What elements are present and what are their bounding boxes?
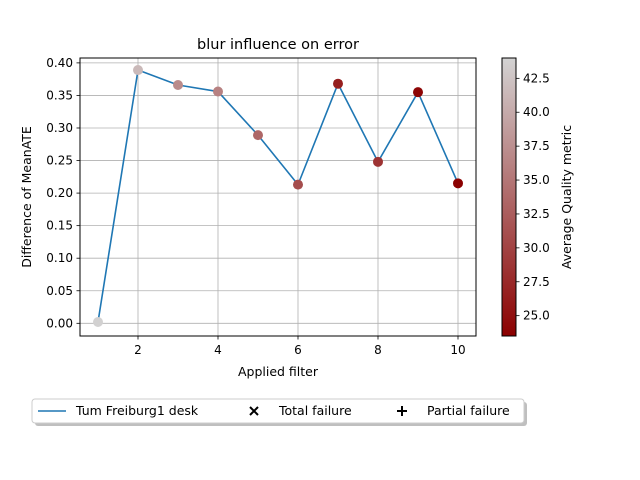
data-point bbox=[133, 65, 143, 76]
colorbar-tick-label: 42.5 bbox=[523, 71, 550, 85]
data-point bbox=[293, 179, 303, 190]
series-line bbox=[97, 69, 459, 323]
legend-entry-total-failure: Total failure bbox=[278, 403, 352, 418]
legend: Tum Freiburg1 desk Total failure Partial… bbox=[31, 398, 527, 426]
y-tick-label: 0.40 bbox=[46, 56, 73, 70]
x-tick-label: 10 bbox=[450, 343, 465, 357]
x-tick-label: 8 bbox=[374, 343, 382, 357]
colorbar-label: Average Quality metric bbox=[559, 125, 574, 269]
colorbar-tick-label: 32.5 bbox=[523, 207, 550, 221]
y-tick-label: 0.10 bbox=[46, 251, 73, 265]
legend-x-marker bbox=[249, 406, 259, 416]
x-tick-label: 4 bbox=[214, 343, 222, 357]
colorbar-tick-label: 25.0 bbox=[523, 309, 550, 323]
colorbar-tick-label: 37.5 bbox=[523, 139, 550, 153]
y-axis-label: Difference of MeanATE bbox=[19, 126, 34, 268]
data-point bbox=[413, 87, 423, 98]
legend-entry-series: Tum Freiburg1 desk bbox=[75, 403, 199, 418]
colorbar: 25.0 27.5 30.0 32.5 35.0 37.5 40.0 42.5 Average… bbox=[501, 57, 574, 337]
y-tick-label: 0.05 bbox=[46, 284, 73, 298]
x-tick-label: 6 bbox=[294, 343, 302, 357]
data-point bbox=[173, 80, 183, 91]
legend-entry-partial-failure: Partial failure bbox=[427, 403, 510, 418]
y-tick-label: 0.35 bbox=[46, 88, 73, 102]
plot-area: 2 4 6 8 10 0.000.050.100.150.200.250.300.350… bbox=[46, 56, 477, 357]
data-points bbox=[93, 65, 463, 328]
y-tick-label: 0.00 bbox=[46, 316, 73, 330]
data-point bbox=[253, 130, 263, 141]
data-point bbox=[333, 78, 343, 89]
x-tick-label: 2 bbox=[134, 343, 142, 357]
x-axis-label: Applied filter bbox=[238, 364, 319, 379]
colorbar-tick-label: 27.5 bbox=[523, 275, 550, 289]
y-tick-label: 0.30 bbox=[46, 121, 73, 135]
colorbar-tick-label: 35.0 bbox=[523, 173, 550, 187]
data-point bbox=[453, 178, 463, 189]
data-point bbox=[213, 86, 223, 97]
y-tick-label: 0.15 bbox=[46, 219, 73, 233]
x-axis-ticks: 2 4 6 8 10 bbox=[134, 336, 466, 357]
colorbar-tick-label: 30.0 bbox=[523, 241, 550, 255]
y-tick-label: 0.25 bbox=[46, 154, 73, 168]
legend-box bbox=[31, 398, 525, 424]
data-point bbox=[93, 317, 103, 328]
data-point bbox=[373, 156, 383, 167]
plot-frame bbox=[79, 57, 477, 337]
chart-title: blur influence on error bbox=[197, 37, 359, 53]
colorbar-tick-label: 40.0 bbox=[523, 105, 550, 119]
series-line-layer bbox=[97, 69, 459, 323]
colorbar-gradient bbox=[501, 57, 517, 337]
y-tick-label: 0.20 bbox=[46, 186, 73, 200]
colorbar-ticks: 25.0 27.5 30.0 32.5 35.0 37.5 40.0 42.5 bbox=[516, 71, 550, 323]
y-axis-ticks: 0.00 0.05 0.10 0.15 0.20 0.25 0.30 0.35 0.40 bbox=[46, 56, 80, 330]
legend-plus-marker bbox=[397, 406, 407, 416]
